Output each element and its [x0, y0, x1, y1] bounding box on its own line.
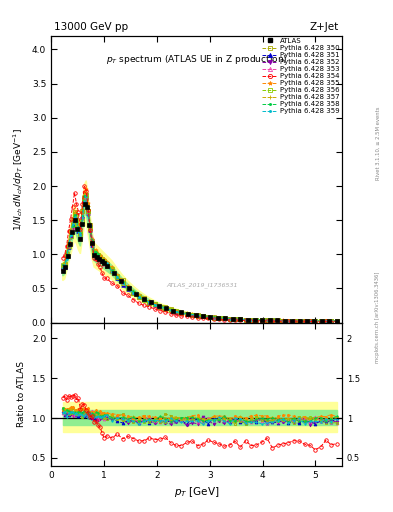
Text: Z+Jet: Z+Jet: [310, 22, 339, 32]
Text: 13000 GeV pp: 13000 GeV pp: [54, 22, 128, 32]
Text: Rivet 3.1.10, ≥ 2.5M events: Rivet 3.1.10, ≥ 2.5M events: [375, 106, 380, 180]
Polygon shape: [63, 402, 337, 433]
Legend: ATLAS, Pythia 6.428 350, Pythia 6.428 351, Pythia 6.428 352, Pythia 6.428 353, P: ATLAS, Pythia 6.428 350, Pythia 6.428 35…: [261, 37, 340, 115]
Text: mcplots.cern.ch [arXiv:1306.3436]: mcplots.cern.ch [arXiv:1306.3436]: [375, 272, 380, 363]
Y-axis label: $1/N_{ch}\,dN_{ch}/dp_T$ [GeV$^{-1}$]: $1/N_{ch}\,dN_{ch}/dp_T$ [GeV$^{-1}$]: [12, 128, 26, 230]
Text: $p_T$ spectrum (ATLAS UE in Z production): $p_T$ spectrum (ATLAS UE in Z production…: [106, 53, 287, 66]
X-axis label: $p_T$ [GeV]: $p_T$ [GeV]: [174, 485, 219, 499]
Polygon shape: [63, 410, 337, 424]
Polygon shape: [63, 181, 337, 322]
Polygon shape: [63, 191, 337, 321]
Y-axis label: Ratio to ATLAS: Ratio to ATLAS: [17, 361, 26, 427]
Text: ATLAS_2019_I1736531: ATLAS_2019_I1736531: [167, 283, 238, 288]
